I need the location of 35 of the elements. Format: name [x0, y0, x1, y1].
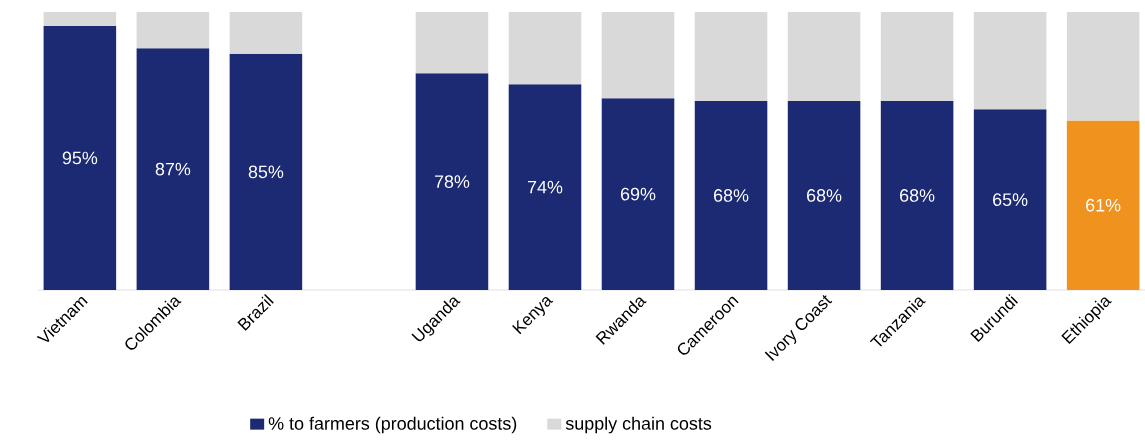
bar	[601, 98, 675, 290]
bar	[973, 12, 1047, 110]
bar	[43, 25, 117, 290]
bar	[508, 12, 582, 85]
bar	[229, 53, 303, 290]
data-label: 68%	[900, 189, 935, 202]
data-label: 87%	[155, 162, 191, 176]
legend-label: supply chain costs	[565, 416, 712, 434]
bar	[1066, 120, 1140, 290]
bar	[787, 100, 861, 290]
bar	[43, 12, 117, 26]
bar	[136, 48, 210, 290]
bar	[880, 12, 954, 101]
bar	[694, 100, 768, 290]
bar	[136, 12, 210, 49]
data-label: 68%	[807, 189, 842, 202]
bar	[787, 12, 861, 101]
data-label: 95%	[62, 151, 98, 165]
data-label: 65%	[993, 193, 1028, 206]
bar	[508, 84, 582, 290]
bar	[880, 100, 954, 290]
bar	[415, 73, 489, 290]
data-label: 78%	[434, 175, 470, 188]
data-label: 68%	[714, 189, 749, 202]
bar	[694, 12, 768, 101]
legend-label: % to farmers (production costs)	[268, 416, 517, 434]
data-label: 85%	[248, 165, 284, 179]
bar	[973, 109, 1047, 290]
data-label: 69%	[620, 187, 656, 201]
bar	[1066, 12, 1140, 121]
data-label: 74%	[527, 180, 563, 194]
bar	[415, 12, 489, 74]
data-label: 61%	[1086, 198, 1121, 212]
bar	[229, 12, 303, 54]
bar	[601, 12, 675, 99]
